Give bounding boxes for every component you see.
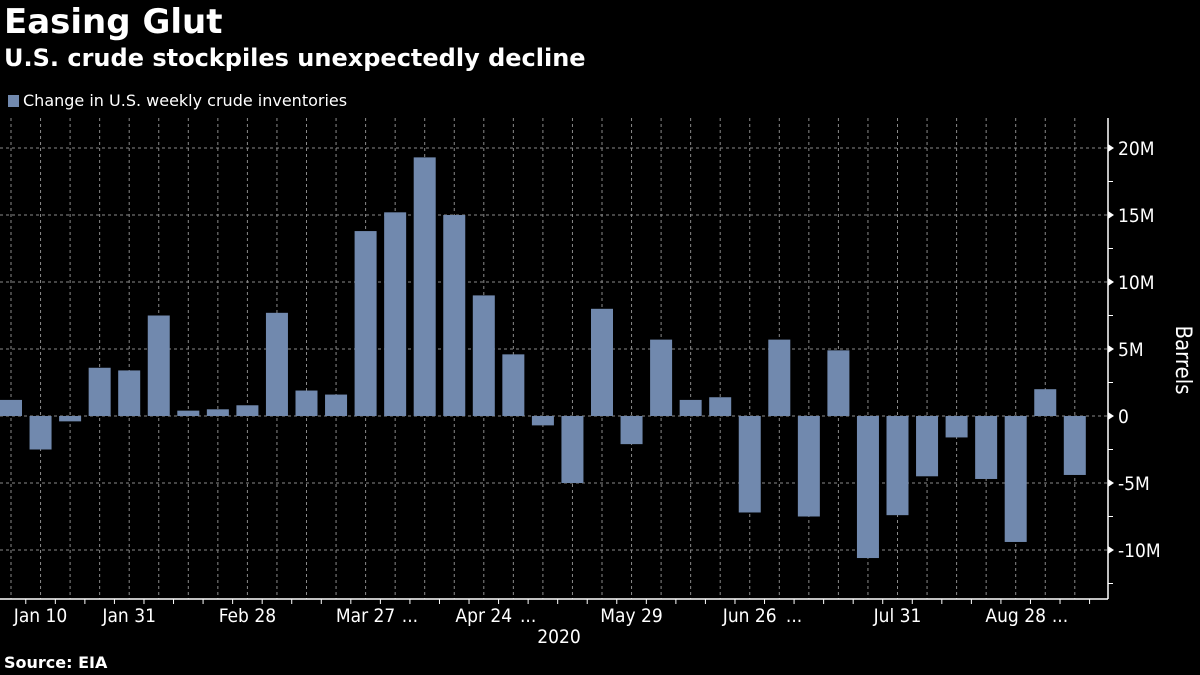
bar xyxy=(709,397,732,416)
y-tick-marker xyxy=(1108,211,1114,219)
y-tick-marker xyxy=(1108,412,1114,420)
x-tick-label: Aug 28 xyxy=(985,605,1046,627)
bar xyxy=(384,212,407,416)
bar xyxy=(856,416,879,559)
bar xyxy=(88,367,111,416)
chart-title: Easing Glut xyxy=(4,2,223,42)
bar xyxy=(236,405,259,416)
x-tick-label: Jan 10 xyxy=(13,605,68,627)
legend: Change in U.S. weekly crude inventories xyxy=(8,91,347,110)
bar xyxy=(502,354,525,416)
bar xyxy=(561,416,584,483)
x-tick-label: ... xyxy=(1052,605,1068,627)
y-tick-label: 20M xyxy=(1118,138,1155,160)
bar xyxy=(886,416,909,516)
source-note: Source: EIA xyxy=(4,653,108,672)
bar xyxy=(472,295,495,416)
x-axis-year-label: 2020 xyxy=(537,626,581,648)
axis-labels: -10M -5M 0 5M 10M 15M 20M Jan 10 Jan 31 Feb 28 Mar… xyxy=(13,138,1161,627)
bar xyxy=(325,394,348,416)
bar xyxy=(620,416,643,445)
bar xyxy=(945,416,968,438)
bar xyxy=(650,339,673,416)
bar xyxy=(797,416,820,517)
bar xyxy=(265,312,288,416)
legend-label: Change in U.S. weekly crude inventories xyxy=(23,91,348,110)
chart-subtitle: U.S. crude stockpiles unexpectedly decli… xyxy=(4,44,586,72)
y-tick-marker xyxy=(1108,144,1114,152)
y-tick-label: 15M xyxy=(1118,205,1155,227)
bar xyxy=(738,416,761,513)
y-tick-marker xyxy=(1108,479,1114,487)
bar xyxy=(1034,389,1057,416)
bar xyxy=(768,339,791,416)
bar xyxy=(413,157,436,416)
bar xyxy=(916,416,939,477)
axes xyxy=(0,118,1114,604)
bar xyxy=(59,416,82,422)
x-tick-label: ... xyxy=(520,605,536,627)
bar xyxy=(0,399,22,416)
x-tick-label: May 29 xyxy=(600,605,663,627)
y-tick-marker xyxy=(1108,278,1114,286)
bar xyxy=(443,215,466,416)
bar xyxy=(975,416,998,479)
x-tick-label: ... xyxy=(786,605,802,627)
y-tick-label: -10M xyxy=(1118,540,1161,562)
y-tick-label: 10M xyxy=(1118,272,1155,294)
bar xyxy=(295,390,318,416)
bar xyxy=(679,399,702,416)
x-tick-label: Jun 26 xyxy=(722,605,777,627)
bar xyxy=(1004,416,1027,542)
bar xyxy=(827,350,850,416)
x-tick-label: Feb 28 xyxy=(219,605,276,627)
bar xyxy=(29,416,52,450)
x-tick-label: Mar 27 xyxy=(336,605,395,627)
y-tick-marker xyxy=(1108,546,1114,554)
x-tick-label: Apr 24 xyxy=(455,605,512,627)
y-tick-marker xyxy=(1108,345,1114,353)
bar xyxy=(206,409,229,416)
x-tick-label: ... xyxy=(402,605,418,627)
bar xyxy=(118,370,141,416)
bar xyxy=(591,308,613,416)
bar xyxy=(531,416,554,426)
y-tick-label: -5M xyxy=(1118,473,1150,495)
bar xyxy=(147,315,170,416)
x-tick-label: Jul 31 xyxy=(873,605,922,627)
legend-swatch xyxy=(8,94,19,107)
bars xyxy=(0,157,1086,559)
y-tick-label: 0 xyxy=(1118,406,1129,428)
bar xyxy=(354,231,377,416)
y-axis-title: Barrels xyxy=(1170,325,1195,394)
y-tick-label: 5M xyxy=(1118,339,1144,361)
bar xyxy=(1063,416,1086,475)
bar xyxy=(177,410,200,416)
x-tick-label: Jan 31 xyxy=(101,605,156,627)
